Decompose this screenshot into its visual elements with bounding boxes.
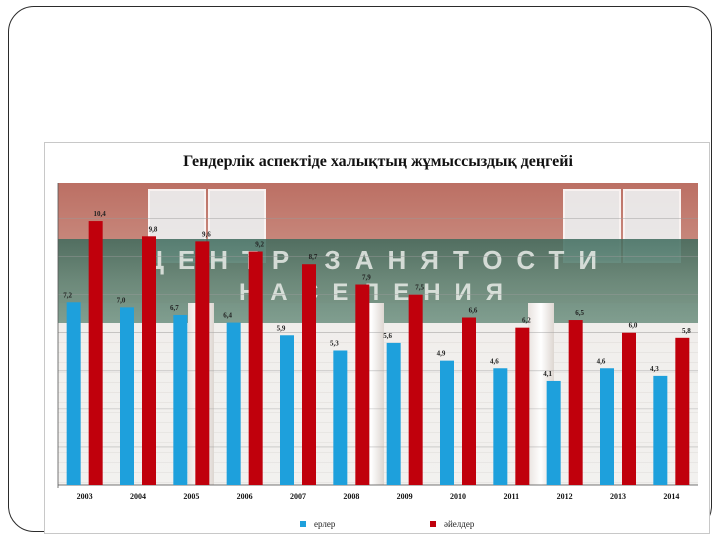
data-label-men: 5,6 <box>383 332 392 340</box>
bar-women <box>675 337 690 485</box>
bar-women <box>355 284 370 485</box>
data-label-men: 6,7 <box>170 304 179 312</box>
x-tick-label: 2008 <box>343 492 359 501</box>
data-label-men: 5,3 <box>330 339 339 347</box>
data-label-men: 4,6 <box>490 357 499 365</box>
x-tick-label: 2009 <box>397 492 413 501</box>
bar-women <box>195 241 210 485</box>
data-label-women: 7,5 <box>415 284 424 292</box>
data-label-men: 4,1 <box>543 370 552 378</box>
bar-men <box>333 350 348 485</box>
data-label-men: 6,4 <box>223 312 232 320</box>
data-label-women: 6,2 <box>522 317 531 325</box>
data-label-men: 7,2 <box>63 291 72 299</box>
background-photo: ЦЕНТР ЗАНЯТОСТИ НАСЕЛЕНИЯ <box>58 183 698 485</box>
data-label-men: 4,3 <box>650 365 659 373</box>
bar-men <box>546 380 561 485</box>
bar-men <box>386 342 401 485</box>
data-label-men: 5,9 <box>277 324 286 332</box>
bar-men <box>120 307 134 485</box>
bar-women <box>248 251 263 485</box>
x-tick-label: 2007 <box>290 492 306 501</box>
bar-men <box>653 375 668 485</box>
photo-sign-text-line-1: ЦЕНТР ЗАНЯТОСТИ <box>144 245 612 275</box>
data-label-women: 9,8 <box>149 225 158 233</box>
x-tick-label: 2011 <box>504 492 520 501</box>
data-label-men: 4,6 <box>597 357 606 365</box>
data-label-women: 6,0 <box>629 322 638 330</box>
bar-men <box>173 314 188 485</box>
data-label-men: 4,9 <box>437 350 446 358</box>
x-tick-label: 2014 <box>663 492 679 501</box>
x-tick-label: 2006 <box>237 492 253 501</box>
bar-men <box>493 368 508 485</box>
bar-women <box>462 317 476 485</box>
bar-women <box>568 320 583 485</box>
legend-label-women: әйелдер <box>444 519 475 529</box>
bar-men <box>600 368 614 485</box>
bar-women <box>622 332 636 485</box>
data-label-women: 5,8 <box>682 327 691 335</box>
bar-women <box>515 327 530 485</box>
bar-men <box>66 302 81 485</box>
data-label-women: 6,5 <box>575 309 584 317</box>
x-tick-label: 2013 <box>610 492 626 501</box>
x-tick-label: 2010 <box>450 492 466 501</box>
data-label-women: 9,6 <box>202 230 211 238</box>
bar-women <box>88 221 103 485</box>
x-tick-label: 2003 <box>77 492 93 501</box>
bar-women <box>142 236 156 485</box>
chart-title: Гендерлік аспектіде халықтың жұмыссыздық… <box>183 153 573 170</box>
legend-item-men: ерлер <box>300 518 335 530</box>
data-label-women: 6,6 <box>469 307 478 315</box>
data-label-women: 8,7 <box>309 253 318 261</box>
bar-men <box>280 335 294 485</box>
legend-label-men: ерлер <box>314 519 336 529</box>
data-label-women: 7,9 <box>362 274 371 282</box>
bar-women <box>408 294 423 485</box>
data-label-women: 10,4 <box>94 210 107 218</box>
photo-sign-text-line-2: НАСЕЛЕНИЯ <box>238 279 518 306</box>
legend-item-women: әйелдер <box>430 518 474 530</box>
x-tick-label: 2005 <box>183 492 199 501</box>
x-tick-label: 2012 <box>557 492 573 501</box>
x-tick-label: 2004 <box>130 492 146 501</box>
legend-swatch-women <box>430 521 436 527</box>
data-label-men: 7,0 <box>117 296 126 304</box>
data-label-women: 9,2 <box>255 241 264 249</box>
bar-women <box>302 264 316 485</box>
bar-men <box>440 360 454 485</box>
bar-men <box>226 322 241 485</box>
legend-swatch-men <box>300 521 306 527</box>
